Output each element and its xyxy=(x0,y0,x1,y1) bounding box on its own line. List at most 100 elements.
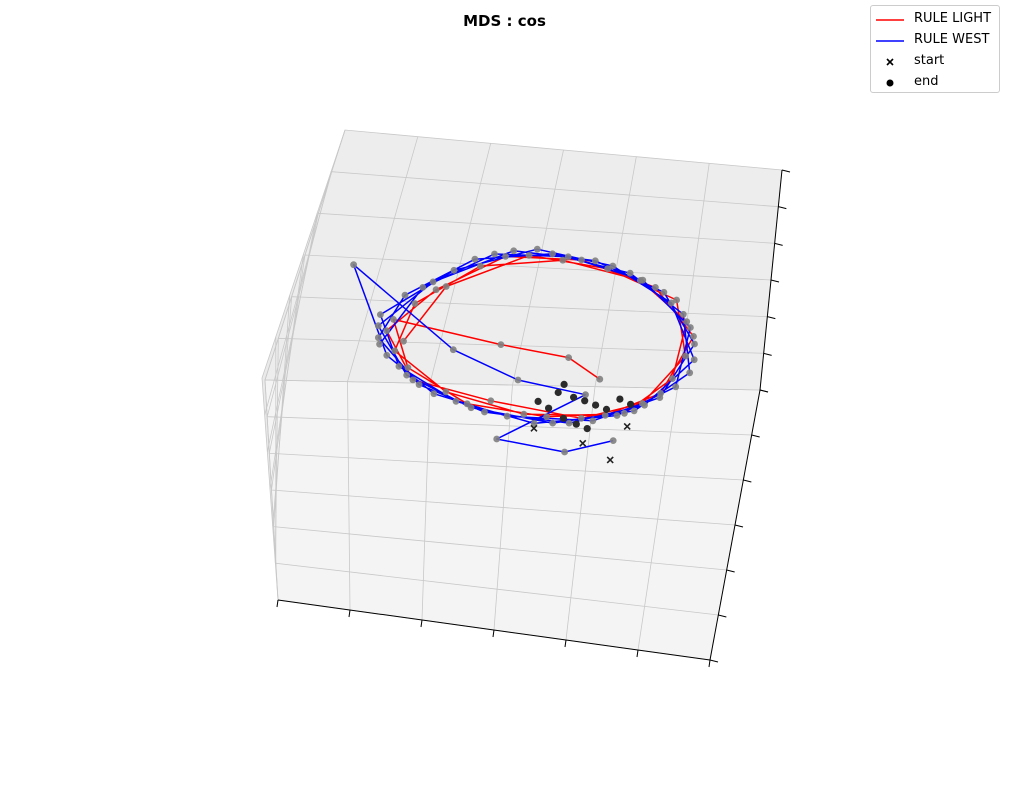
start-marker-stroke xyxy=(623,422,631,431)
series-point-rule-light xyxy=(601,412,609,419)
series-point-rule-light xyxy=(520,410,528,418)
series-point-rule-light xyxy=(442,283,450,290)
series-point-rule-west xyxy=(667,299,675,307)
series-point-rule-light xyxy=(502,253,509,260)
series-point-rule-west xyxy=(565,419,573,427)
series-point-rule-light xyxy=(487,397,495,405)
series-point-rule-light xyxy=(683,318,691,325)
series-point-rule-west xyxy=(549,419,557,427)
series-point-rule-west xyxy=(626,269,634,277)
series-point-rule-west xyxy=(514,376,522,384)
x-tick xyxy=(492,629,495,638)
y-tick xyxy=(726,569,735,573)
legend-swatch-blue-line xyxy=(876,40,904,42)
series-point-rule-west xyxy=(419,284,427,291)
x-tick xyxy=(348,609,351,618)
start-marker xyxy=(623,422,631,431)
legend-label-end: end xyxy=(914,74,939,89)
series-point-rule-west xyxy=(449,346,457,354)
legend-label-start: start xyxy=(914,53,945,68)
series-point-rule-light xyxy=(669,375,676,382)
series-point-rule-west xyxy=(660,288,668,296)
series-point-rule-light xyxy=(497,341,505,348)
start-marker xyxy=(530,424,538,432)
series-point-rule-west xyxy=(403,371,411,379)
series-point-rule-west xyxy=(383,351,391,359)
series-point-rule-light xyxy=(404,364,412,371)
y-tick xyxy=(759,389,769,393)
axis-gridlines xyxy=(261,129,783,661)
z-tick xyxy=(774,242,783,246)
series-point-rule-west xyxy=(561,448,568,456)
series-point-rule-light xyxy=(682,352,689,360)
series-point-rule-west xyxy=(491,250,498,258)
y-tick xyxy=(718,614,727,618)
series-point-rule-west xyxy=(401,291,409,299)
floor-pane xyxy=(265,380,760,660)
series-point-rule-west xyxy=(672,383,680,391)
end-marker xyxy=(554,388,562,397)
series-point-rule-west xyxy=(415,381,423,388)
series-point-rule-west xyxy=(395,363,403,370)
series-point-rule-light xyxy=(391,347,399,355)
legend-item-rule-west: RULE WEST xyxy=(871,31,1001,51)
series-point-rule-light xyxy=(596,375,604,383)
series-point-rule-light xyxy=(390,316,397,323)
legend-label-rule-light: RULE LIGHT xyxy=(914,11,992,26)
series-point-rule-light xyxy=(621,409,628,417)
series-point-rule-west xyxy=(549,250,556,258)
series-point-rule-light xyxy=(543,413,550,421)
axis-panes xyxy=(262,130,782,660)
series-point-rule-light xyxy=(477,262,484,270)
series-point-rule-west xyxy=(376,340,383,348)
series-point-rule-light xyxy=(577,414,585,422)
series-point-rule-light xyxy=(409,376,417,384)
start-end-markers xyxy=(530,380,635,464)
legend-item-start: start xyxy=(871,52,1001,72)
x-tick xyxy=(564,639,567,648)
series-point-rule-west xyxy=(493,435,501,443)
x-tick xyxy=(420,619,423,628)
series-point-rule-light xyxy=(652,284,659,291)
z-tick xyxy=(770,279,780,283)
gridline-y xyxy=(264,129,761,391)
chart-title: MDS : cos xyxy=(463,12,546,30)
series-point-rule-west xyxy=(591,257,599,265)
series-point-rule-west xyxy=(690,356,698,364)
series-point-rule-west xyxy=(452,397,460,405)
series-point-rule-west xyxy=(613,412,621,419)
series-points xyxy=(350,245,698,456)
y-tick xyxy=(734,524,744,528)
end-marker xyxy=(560,380,568,388)
series-point-rule-west xyxy=(377,311,384,318)
series-point-rule-light xyxy=(525,252,533,259)
series-point-rule-west xyxy=(639,276,647,284)
series-point-rule-west xyxy=(609,437,617,444)
series-point-rule-light xyxy=(690,333,697,340)
series-point-rule-west xyxy=(686,369,694,377)
legend: RULE LIGHT RULE WEST start end xyxy=(870,5,1000,93)
start-marker-stroke xyxy=(579,439,587,447)
end-marker xyxy=(583,425,591,433)
legend-item-rule-light: RULE LIGHT xyxy=(871,10,1001,30)
series-point-rule-west xyxy=(564,253,572,261)
series-point-rule-light xyxy=(383,327,390,335)
series-point-rule-west xyxy=(471,255,479,263)
start-marker xyxy=(606,456,614,464)
y-tick xyxy=(743,479,752,483)
legend-swatch-dot-marker xyxy=(886,79,894,87)
series-point-rule-west xyxy=(530,420,538,427)
x-tick xyxy=(708,659,711,668)
series-point-rule-west xyxy=(533,245,541,253)
end-marker xyxy=(627,400,635,408)
series-point-rule-light xyxy=(578,256,585,264)
series-point-rule-west xyxy=(609,262,617,270)
x-tick xyxy=(276,599,279,608)
end-marker xyxy=(572,420,580,428)
z-tick xyxy=(763,352,772,356)
legend-swatch-red-line xyxy=(876,19,904,21)
end-marker xyxy=(616,395,624,403)
z-tick xyxy=(767,316,776,320)
